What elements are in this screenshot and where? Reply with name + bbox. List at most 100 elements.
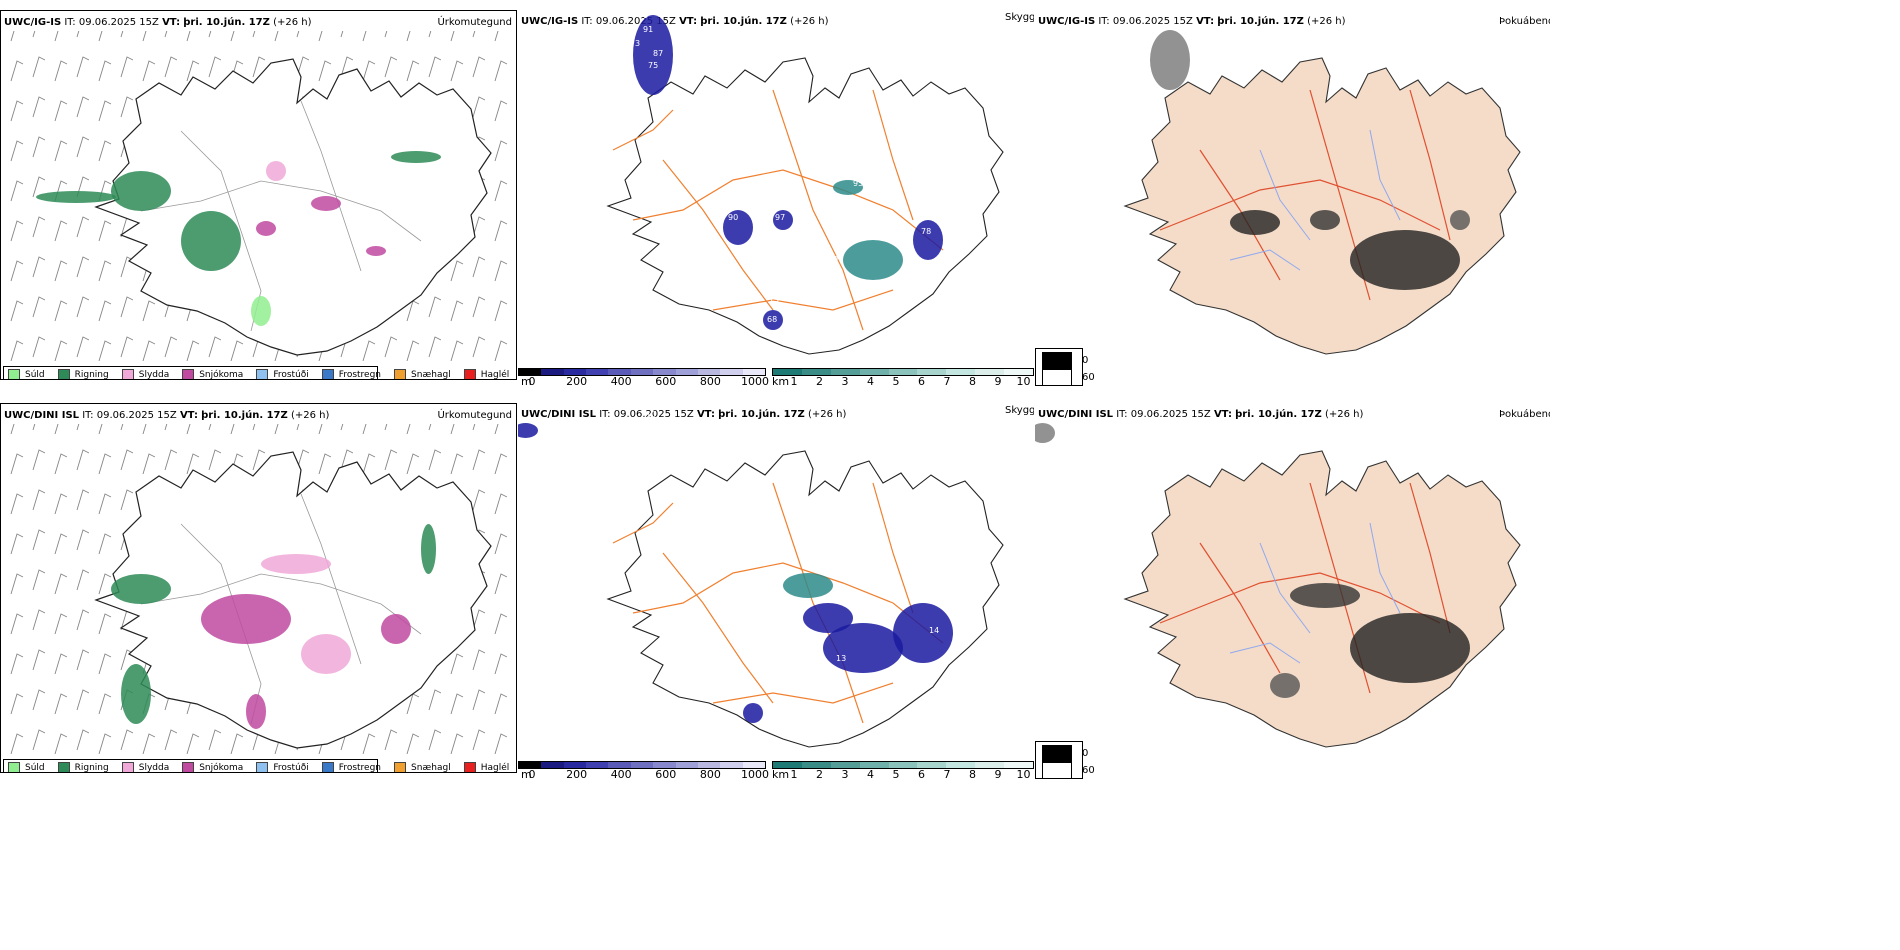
- colorbar-step: [946, 369, 976, 375]
- vt-label: VT:: [179, 410, 198, 421]
- colorbar-tick: 6: [918, 768, 925, 781]
- legend-item: Frostúði: [256, 368, 309, 380]
- colorbar-altitude: [518, 761, 766, 769]
- visibility-value: 82: [861, 578, 871, 587]
- fog-area: [1350, 613, 1470, 683]
- low-visibility-area: [773, 210, 793, 230]
- colorbar-step: [801, 762, 831, 768]
- legend-swatch: [121, 368, 134, 379]
- fog-area: [1270, 673, 1300, 698]
- low-visibility-area: [743, 703, 763, 723]
- legend-label: Súld: [25, 369, 45, 380]
- legend-label: Frostúði: [273, 369, 309, 380]
- legend-label: Slydda: [138, 369, 170, 380]
- visibility-value: 78: [921, 227, 931, 236]
- legend-item: Frostregn: [321, 368, 381, 379]
- low-visibility-area: [803, 603, 853, 633]
- colorbar-step: [720, 762, 743, 768]
- panel-header: UWC/DINI ISL IT: 09.06.2025 15Z VT: þri.…: [4, 410, 329, 421]
- legend-item: Frostregn: [321, 761, 381, 772]
- legend-label: Snjókoma: [199, 762, 244, 773]
- precip-area: [201, 594, 291, 644]
- vt-time: þri. 10.jún. 17Z: [700, 16, 787, 27]
- colorbar-step: [586, 369, 609, 375]
- colorbar-step: [608, 369, 631, 375]
- colorbar-tick: 600: [655, 375, 677, 388]
- colorbar-tick: 600: [655, 768, 677, 781]
- colorbar-unit: km: [772, 768, 790, 781]
- precip-area: [246, 694, 266, 729]
- legend-label: Rigning: [74, 369, 109, 380]
- fog-area: [1350, 230, 1460, 290]
- visibility-value: 53: [656, 460, 666, 469]
- precip-area: [421, 524, 436, 574]
- colorbar-tick: 10: [1016, 768, 1031, 781]
- colorbar-step: [888, 762, 918, 768]
- fog-title: Þokuábendi: [1499, 409, 1550, 420]
- fog-title: Þokuábendi: [1499, 16, 1550, 27]
- legend-swatch: [256, 761, 269, 772]
- legend-item: Snjókoma: [182, 761, 244, 773]
- colorbar-step: [830, 369, 860, 375]
- visibility-value: 97: [775, 213, 785, 222]
- fog-indicator-panel: UWC/DINI ISL IT: 09.06.2025 15Z VT: þri.…: [1035, 403, 1550, 783]
- colorbar-tick: 400: [610, 768, 632, 781]
- legend-swatch: [57, 368, 70, 379]
- colorbar-tick: 2: [816, 768, 823, 781]
- fog-legend: 0 60: [1035, 348, 1095, 386]
- colorbar-unit: m: [521, 375, 532, 388]
- legend-item: Snæhagl: [394, 761, 451, 772]
- legend-item: Snæhagl: [394, 368, 451, 379]
- visibility-map: 10 12 96 71 53 58 87 82 13 14 7 7: [518, 410, 1004, 748]
- lead-time: (+26 h): [1307, 16, 1346, 27]
- visibility-value: 87: [783, 612, 793, 621]
- low-visibility-area: [723, 210, 753, 245]
- colorbar-altitude-ticks: m 0 200 400 600 800 1000: [518, 768, 769, 782]
- legend-swatch: [463, 368, 476, 379]
- legend-swatch: [121, 761, 134, 772]
- colorbar-step: [859, 762, 889, 768]
- legend-label: Haglél: [480, 369, 510, 380]
- precip-area: [391, 151, 441, 163]
- precip-area: [366, 246, 386, 256]
- low-visibility-area: [833, 180, 863, 195]
- colorbar-step: [586, 762, 609, 768]
- visibility-value: 91: [643, 25, 653, 34]
- fog-indicator-panel: UWC/IG-IS IT: 09.06.2025 15Z VT: þri. 10…: [1035, 10, 1550, 390]
- it-label: IT:: [581, 16, 593, 27]
- colorbar-unit: m: [521, 768, 532, 781]
- colorbar-tick: 8: [969, 768, 976, 781]
- fog-area: [1230, 210, 1280, 235]
- it-label: IT:: [82, 410, 94, 421]
- visibility-value: 10: [518, 25, 523, 34]
- colorbar-unit: km: [772, 375, 790, 388]
- fog-area: [1310, 210, 1340, 230]
- precip-area: [251, 296, 271, 326]
- colorbar-tick: 200: [566, 768, 588, 781]
- legend-label: Frostúði: [273, 762, 309, 773]
- colorbar-step: [519, 369, 542, 375]
- fog-legend-max: 60: [1082, 372, 1095, 383]
- visibility-value: 99: [638, 11, 648, 20]
- colorbar-tick: 8: [969, 375, 976, 388]
- vt-label: VT:: [696, 409, 715, 420]
- colorbar-step: [653, 762, 676, 768]
- colorbar-step: [630, 762, 654, 768]
- colorbar-step: [917, 369, 947, 375]
- vt-time: þri. 10.jún. 17Z: [1235, 409, 1322, 420]
- fog-area: [1290, 583, 1360, 608]
- fog-area: [1450, 210, 1470, 230]
- colorbar-step: [975, 369, 1005, 375]
- colorbar-step: [859, 369, 889, 375]
- fog-map: [1035, 423, 1521, 748]
- visibility-title: Skyggni: [1005, 405, 1034, 416]
- precip-area: [181, 211, 241, 271]
- fog-area: [1035, 423, 1055, 443]
- model-name: UWC/IG-IS: [521, 16, 579, 27]
- colorbar-tick: 400: [610, 375, 632, 388]
- legend-swatch: [182, 368, 195, 379]
- colorbar-tick: 1: [790, 768, 798, 781]
- it-label: IT:: [1116, 409, 1128, 420]
- visibility-panel: UWC/DINI ISL IT: 09.06.2025 15Z VT: þri.…: [518, 403, 1034, 783]
- visibility-title: Skyggni: [1005, 12, 1034, 23]
